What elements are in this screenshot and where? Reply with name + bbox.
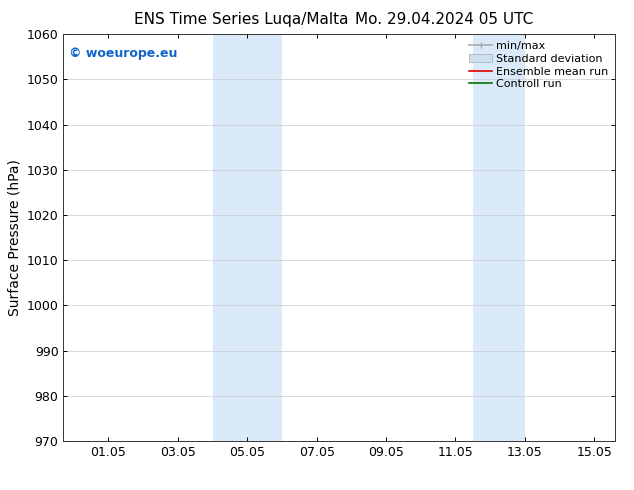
Bar <box>212 34 282 441</box>
Legend: min/max, Standard deviation, Ensemble mean run, Controll run: min/max, Standard deviation, Ensemble me… <box>466 38 612 93</box>
Text: Mo. 29.04.2024 05 UTC: Mo. 29.04.2024 05 UTC <box>354 12 533 27</box>
Text: ENS Time Series Luqa/Malta: ENS Time Series Luqa/Malta <box>134 12 348 27</box>
Y-axis label: Surface Pressure (hPa): Surface Pressure (hPa) <box>7 159 21 316</box>
Bar <box>473 34 525 441</box>
Text: © woeurope.eu: © woeurope.eu <box>69 47 178 59</box>
